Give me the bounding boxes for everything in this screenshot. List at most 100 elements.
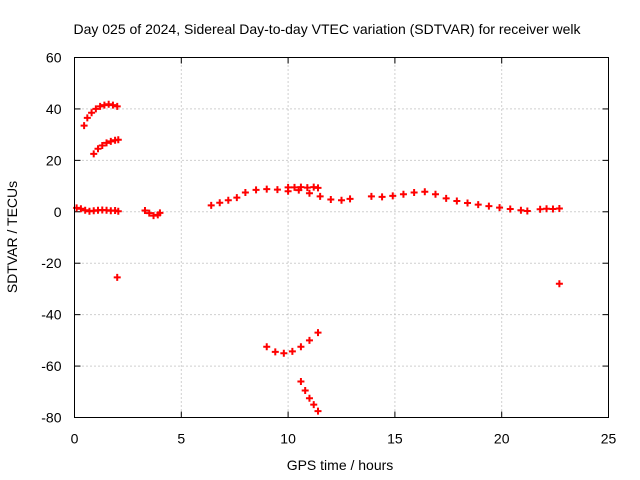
data-point bbox=[496, 204, 504, 212]
data-point bbox=[114, 136, 122, 144]
data-point bbox=[145, 209, 153, 217]
data-point bbox=[94, 145, 102, 153]
data-point bbox=[109, 101, 117, 109]
x-tick-label: 5 bbox=[177, 431, 185, 447]
data-point bbox=[90, 150, 98, 158]
data-point bbox=[216, 199, 224, 207]
data-point bbox=[555, 204, 563, 212]
data-point bbox=[98, 141, 106, 149]
data-point bbox=[207, 201, 215, 209]
data-point bbox=[141, 207, 149, 214]
series-dip bbox=[263, 329, 322, 357]
series-near-zero-b bbox=[141, 207, 164, 220]
data-point bbox=[536, 205, 544, 213]
data-point bbox=[327, 195, 335, 203]
data-point bbox=[555, 280, 563, 288]
data-point bbox=[305, 189, 313, 197]
series-near-zero-a bbox=[73, 204, 122, 215]
data-point bbox=[303, 184, 311, 192]
data-point bbox=[346, 195, 354, 203]
data-point bbox=[233, 194, 241, 202]
data-point bbox=[297, 343, 305, 351]
data-point bbox=[263, 343, 271, 351]
series-late-flat bbox=[536, 204, 563, 213]
x-tick-label: 10 bbox=[280, 431, 296, 447]
data-point bbox=[367, 192, 375, 200]
series-arc-upper-low bbox=[90, 136, 122, 158]
data-point bbox=[263, 185, 271, 193]
data-point bbox=[77, 205, 85, 213]
data-point bbox=[297, 378, 305, 385]
data-points bbox=[73, 100, 563, 415]
data-point bbox=[96, 102, 104, 110]
data-point bbox=[103, 139, 111, 147]
data-point bbox=[410, 189, 418, 196]
x-axis-label: GPS time / hours bbox=[287, 457, 394, 473]
data-point bbox=[288, 347, 296, 355]
x-tick-label: 20 bbox=[494, 431, 510, 447]
data-point bbox=[280, 349, 288, 357]
data-point bbox=[114, 207, 122, 215]
series-late-decline bbox=[367, 188, 531, 215]
series-mid-rise bbox=[207, 185, 354, 209]
data-point bbox=[442, 194, 450, 202]
y-tick-label: 40 bbox=[46, 101, 62, 117]
data-point bbox=[389, 192, 397, 200]
series-mid-bump bbox=[284, 183, 322, 192]
data-point bbox=[378, 193, 386, 201]
data-point bbox=[92, 105, 100, 113]
data-point bbox=[113, 273, 121, 281]
chart-title: Day 025 of 2024, Sidereal Day-to-day VTE… bbox=[73, 21, 581, 37]
data-point bbox=[517, 206, 525, 214]
data-point bbox=[399, 190, 407, 198]
series-arc-upper-high bbox=[80, 100, 121, 130]
series-outlier-b bbox=[555, 280, 563, 288]
data-point bbox=[291, 183, 299, 191]
data-point bbox=[421, 188, 429, 196]
data-point bbox=[305, 336, 313, 344]
data-point bbox=[88, 109, 96, 117]
y-tick-label: 0 bbox=[54, 204, 62, 220]
series-drop bbox=[297, 378, 322, 415]
data-point bbox=[273, 186, 281, 194]
data-point bbox=[113, 102, 121, 110]
data-point bbox=[316, 192, 324, 200]
data-point bbox=[474, 201, 482, 209]
x-tick-label: 0 bbox=[71, 431, 79, 447]
data-point bbox=[156, 209, 164, 217]
data-point bbox=[80, 122, 88, 130]
data-point bbox=[314, 329, 322, 337]
data-point bbox=[83, 114, 91, 122]
data-point bbox=[310, 401, 318, 409]
y-tick-label: -40 bbox=[41, 307, 61, 323]
y-tick-label: -60 bbox=[41, 358, 61, 374]
data-point bbox=[314, 407, 322, 415]
data-point bbox=[314, 184, 322, 192]
data-point bbox=[338, 196, 345, 204]
y-axis-label: SDTVAR / TECUs bbox=[4, 181, 20, 293]
data-point bbox=[301, 387, 309, 394]
series-outlier-a bbox=[113, 273, 121, 281]
data-point bbox=[224, 196, 232, 204]
data-point bbox=[284, 183, 292, 191]
data-point bbox=[431, 190, 439, 198]
axis-ticks: 0 5 10 15 20 25 -80 -60 -40 -20 0 20 40 60 bbox=[41, 50, 616, 447]
y-tick-label: 20 bbox=[46, 152, 62, 168]
data-point bbox=[305, 394, 313, 402]
data-point bbox=[523, 207, 531, 215]
data-point bbox=[107, 137, 115, 145]
data-point bbox=[485, 202, 493, 210]
data-point bbox=[252, 186, 260, 194]
y-tick-label: -20 bbox=[41, 255, 61, 271]
x-tick-label: 25 bbox=[601, 431, 617, 447]
data-point bbox=[464, 199, 472, 207]
plot-frame bbox=[74, 57, 609, 418]
x-tick-label: 15 bbox=[387, 431, 403, 447]
data-point bbox=[506, 205, 514, 213]
data-point bbox=[543, 205, 551, 213]
y-tick-label: -80 bbox=[41, 410, 61, 426]
data-point bbox=[271, 348, 279, 356]
grid-lines bbox=[74, 57, 609, 418]
data-point bbox=[453, 197, 461, 205]
